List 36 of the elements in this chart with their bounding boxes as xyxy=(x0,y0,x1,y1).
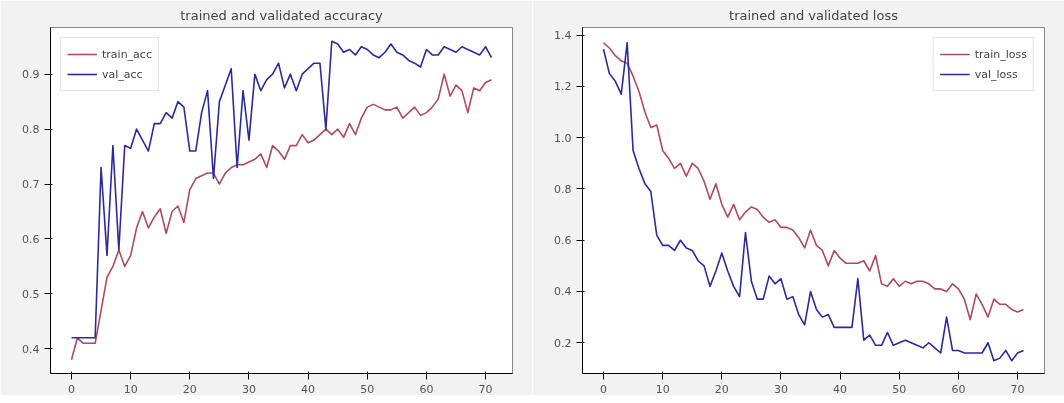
legend-label: train_acc xyxy=(102,47,152,61)
y-tick-label: 0.5 xyxy=(22,287,40,301)
chart-title: trained and validated accuracy xyxy=(180,7,384,23)
y-tick-label: 0.8 xyxy=(22,123,40,137)
x-tick-label: 40 xyxy=(301,382,316,396)
y-tick-label: 0.4 xyxy=(554,285,572,299)
x-tick-label: 10 xyxy=(123,382,138,396)
y-tick-label: 1.2 xyxy=(554,80,572,94)
x-tick-label: 50 xyxy=(360,382,375,396)
x-tick-label: 10 xyxy=(655,382,670,396)
y-tick-label: 1.4 xyxy=(554,29,572,43)
x-tick-label: 50 xyxy=(892,382,907,396)
legend-label: train_loss xyxy=(974,47,1027,61)
x-tick-label: 70 xyxy=(1010,382,1025,396)
y-tick-label: 0.4 xyxy=(22,342,40,356)
x-tick-label: 0 xyxy=(600,382,607,396)
legend-label: val_loss xyxy=(974,67,1018,81)
y-tick-label: 1.0 xyxy=(554,131,572,145)
y-tick-label: 0.7 xyxy=(22,178,40,192)
x-tick-label: 0 xyxy=(68,382,75,396)
x-tick-label: 30 xyxy=(241,382,256,396)
x-tick-label: 70 xyxy=(478,382,493,396)
y-tick-label: 0.2 xyxy=(554,336,572,350)
line-series xyxy=(70,40,493,339)
y-tick-label: 0.9 xyxy=(22,68,40,82)
x-tick-label: 30 xyxy=(773,382,788,396)
x-tick-label: 60 xyxy=(951,382,966,396)
y-tick-label: 0.8 xyxy=(554,182,572,196)
x-tick-label: 20 xyxy=(182,382,197,396)
legend-label: val_acc xyxy=(102,67,143,81)
y-tick-label: 0.6 xyxy=(22,232,40,246)
chart-title: trained and validated loss xyxy=(729,7,899,23)
x-tick-label: 60 xyxy=(419,382,434,396)
x-tick-label: 20 xyxy=(714,382,729,396)
x-tick-label: 40 xyxy=(833,382,848,396)
y-tick-label: 0.6 xyxy=(554,234,572,248)
